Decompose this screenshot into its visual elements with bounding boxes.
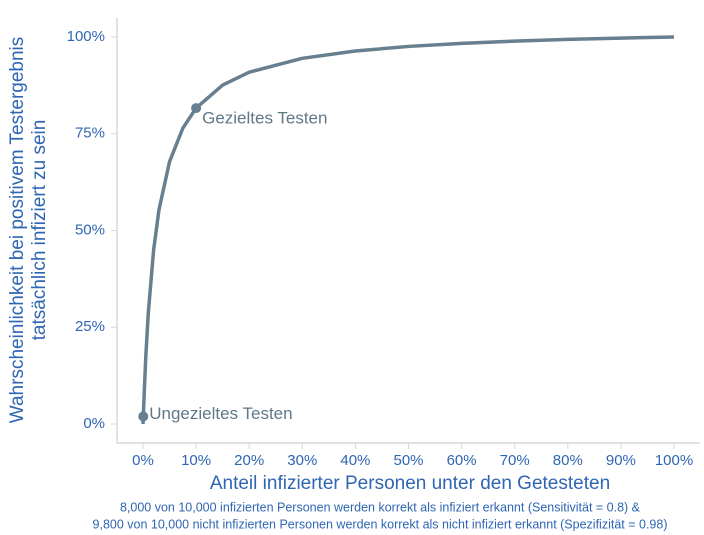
y-tick-label: 50% bbox=[75, 221, 105, 238]
annotation-label: Ungezieltes Testen bbox=[149, 404, 292, 423]
x-tick-label: 70% bbox=[500, 452, 530, 469]
x-tick-label: 40% bbox=[340, 452, 370, 469]
y-tick-label: 75% bbox=[75, 125, 105, 142]
annotation-label: Gezieltes Testen bbox=[202, 109, 327, 128]
annotation-point bbox=[191, 103, 202, 114]
caption: 8,000 von 10,000 infizierten Personen we… bbox=[120, 500, 641, 514]
x-tick-label: 10% bbox=[181, 452, 211, 469]
y-tick-label: 0% bbox=[83, 415, 105, 432]
y-tick-label: 100% bbox=[67, 28, 105, 45]
caption: 9,800 von 10,000 nicht infizierten Perso… bbox=[93, 517, 668, 531]
x-tick-label: 100% bbox=[655, 452, 693, 469]
y-axis-label-line: tatsächlich infiziert zu sein bbox=[29, 120, 50, 341]
x-tick-label: 90% bbox=[606, 452, 636, 469]
x-tick-label: 50% bbox=[393, 452, 423, 469]
x-tick-label: 20% bbox=[234, 452, 264, 469]
x-tick-label: 30% bbox=[287, 452, 317, 469]
line-series bbox=[141, 35, 675, 425]
x-tick-label: 60% bbox=[447, 452, 477, 469]
x-tick-label: 0% bbox=[132, 452, 154, 469]
y-axis-label-line: Wahrscheinlichkeit bei positivem Testerg… bbox=[7, 37, 28, 424]
y-axis-label: Wahrscheinlichkeit bei positivem Testerg… bbox=[7, 37, 50, 424]
x-axis-label: Anteil infizierter Personen unter den Ge… bbox=[210, 473, 610, 494]
y-tick-label: 25% bbox=[75, 318, 105, 335]
annotation-point bbox=[138, 411, 149, 422]
x-tick-label: 80% bbox=[553, 452, 583, 469]
